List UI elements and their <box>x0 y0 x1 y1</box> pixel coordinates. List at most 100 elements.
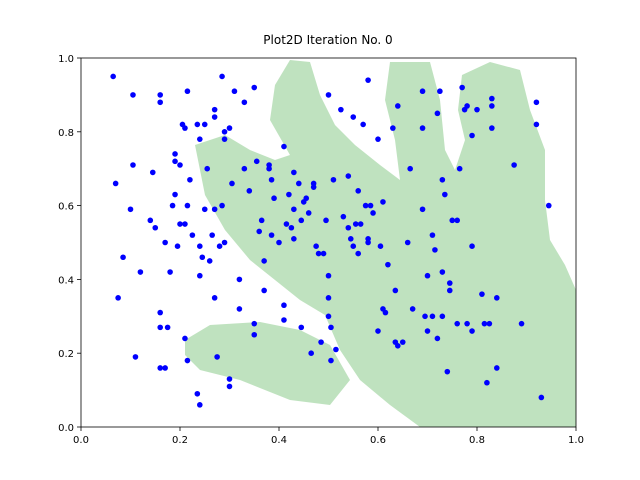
point <box>201 206 208 213</box>
point <box>479 291 485 297</box>
point <box>132 354 139 360</box>
point <box>241 99 248 106</box>
point <box>219 73 225 80</box>
point <box>355 250 362 257</box>
point <box>360 121 366 128</box>
point <box>157 92 163 98</box>
point <box>390 125 396 131</box>
point <box>325 272 332 279</box>
point <box>340 213 347 220</box>
point <box>199 254 206 261</box>
point <box>464 320 470 327</box>
point <box>419 88 426 95</box>
point <box>130 162 136 168</box>
y-tick-label: 1.0 <box>58 54 74 65</box>
point <box>429 232 436 238</box>
point <box>226 125 233 131</box>
point <box>251 331 258 338</box>
point <box>439 313 446 320</box>
region-main <box>195 60 576 427</box>
point <box>246 188 253 194</box>
point <box>172 191 178 198</box>
point <box>310 180 317 187</box>
point <box>172 158 178 165</box>
point <box>216 243 223 249</box>
point <box>330 176 337 183</box>
point <box>194 390 201 397</box>
point <box>221 129 228 135</box>
point <box>419 206 426 213</box>
point <box>392 287 399 294</box>
point <box>511 162 517 168</box>
point <box>184 202 191 209</box>
point <box>432 247 438 253</box>
point <box>352 221 359 227</box>
point <box>162 365 168 371</box>
point <box>328 324 334 331</box>
point <box>261 287 267 294</box>
point <box>147 217 154 224</box>
point <box>407 165 413 172</box>
point <box>382 309 389 316</box>
x-tick-label: 0.6 <box>370 435 386 446</box>
point <box>439 269 446 275</box>
point <box>474 106 480 113</box>
point <box>194 121 201 128</box>
point <box>197 272 203 279</box>
point <box>442 191 448 198</box>
x-tick-label: 1.0 <box>568 435 584 446</box>
point <box>231 88 238 95</box>
point <box>115 295 121 301</box>
point <box>211 206 218 213</box>
point <box>187 176 193 183</box>
point <box>365 239 371 246</box>
point <box>489 95 495 102</box>
point <box>446 280 453 286</box>
point <box>347 236 354 242</box>
point <box>157 309 163 316</box>
point <box>318 339 324 345</box>
point <box>201 121 208 128</box>
point <box>157 365 163 371</box>
point <box>345 173 352 179</box>
point <box>226 383 233 390</box>
point <box>226 376 233 382</box>
point <box>419 125 426 131</box>
point <box>152 224 159 231</box>
point <box>157 99 163 106</box>
point <box>533 99 540 106</box>
point <box>221 239 228 246</box>
point <box>236 276 243 283</box>
point <box>291 236 297 242</box>
point <box>469 328 475 334</box>
point <box>276 239 282 246</box>
point <box>437 88 443 95</box>
point <box>182 221 188 227</box>
point <box>172 151 178 157</box>
point <box>486 320 493 327</box>
point <box>253 158 260 165</box>
point <box>177 221 183 227</box>
y-tick-label: 0.4 <box>58 275 74 286</box>
point <box>303 195 310 202</box>
point <box>127 206 134 213</box>
chart-title: Plot2D Iteration No. 0 <box>263 33 392 47</box>
point <box>296 180 302 187</box>
point <box>271 195 277 202</box>
point <box>298 217 305 224</box>
point <box>395 343 401 349</box>
point <box>214 354 220 360</box>
point <box>429 313 436 320</box>
y-tick-label: 0.2 <box>58 349 74 360</box>
y-tick-label: 0.8 <box>58 128 74 139</box>
point <box>533 121 540 128</box>
point <box>137 269 144 275</box>
point <box>241 165 248 172</box>
point <box>439 176 446 183</box>
point <box>355 188 362 194</box>
point <box>481 320 488 327</box>
point <box>251 84 258 91</box>
point <box>308 350 314 357</box>
point <box>283 221 290 227</box>
